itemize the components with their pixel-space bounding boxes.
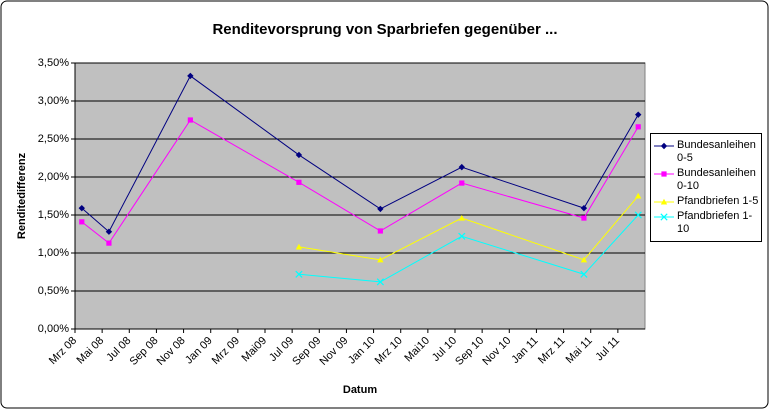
legend-label: Pfandbriefen 1-5 <box>677 195 759 207</box>
marker <box>376 278 384 286</box>
x-axis-label: Datum <box>343 384 377 396</box>
marker <box>660 198 668 205</box>
marker <box>187 72 194 80</box>
y-tick-label: 1,00% <box>38 247 69 259</box>
y-axis-label: Renditedifferenz <box>16 152 28 239</box>
marker <box>78 204 85 212</box>
marker <box>634 211 642 219</box>
marker <box>580 256 588 263</box>
marker <box>377 205 384 213</box>
y-tick-label: 3,50% <box>38 57 69 69</box>
legend-item: Bundesanleihen 0-10 <box>651 167 761 193</box>
marker <box>377 256 384 263</box>
legend-item: Pfandbriefen 1-10 <box>651 210 761 236</box>
marker <box>580 270 588 278</box>
marker <box>635 192 642 199</box>
y-tick-label: 2,00% <box>38 171 69 183</box>
marker <box>458 214 465 221</box>
y-tick-label: 3,00% <box>38 95 69 107</box>
y-tick-label: 2,50% <box>38 133 69 145</box>
legend-swatch <box>654 171 674 177</box>
legend-swatch <box>654 142 674 150</box>
marker <box>661 171 667 177</box>
marker <box>635 111 642 118</box>
marker <box>105 228 113 235</box>
marker <box>458 232 466 240</box>
y-tick-label: 0,00% <box>38 323 69 335</box>
legend-item: Pfandbriefen 1-5 <box>651 195 761 208</box>
marker <box>295 243 303 250</box>
series-line <box>81 119 639 244</box>
marker <box>660 213 668 221</box>
series-line <box>81 75 639 233</box>
legend-label: Bundesanleihen 0-10 <box>677 167 756 192</box>
marker <box>458 163 465 171</box>
marker <box>660 142 668 150</box>
marker <box>295 270 303 278</box>
marker <box>459 180 465 186</box>
marker <box>635 124 641 130</box>
marker <box>581 215 587 221</box>
legend-item: Bundesanleihen 0-5 <box>651 139 761 165</box>
legend-swatch <box>654 213 674 221</box>
chart-title: Renditevorsprung von Sparbriefen gegenüb… <box>212 21 557 38</box>
marker <box>377 228 383 234</box>
legend-swatch <box>654 198 674 205</box>
marker <box>106 240 112 246</box>
y-tick-label: 0,50% <box>38 285 69 297</box>
legend-label: Bundesanleihen 0-5 <box>677 139 756 164</box>
y-tick-label: 1,50% <box>38 209 69 221</box>
marker <box>296 179 302 185</box>
marker <box>295 151 303 159</box>
legend-label: Pfandbriefen 1-10 <box>677 210 753 235</box>
marker <box>187 117 193 123</box>
legend: Bundesanleihen 0-5 Bundesanleihen 0-10 Pfa… <box>650 133 762 242</box>
marker <box>79 219 85 225</box>
marker <box>580 204 588 212</box>
